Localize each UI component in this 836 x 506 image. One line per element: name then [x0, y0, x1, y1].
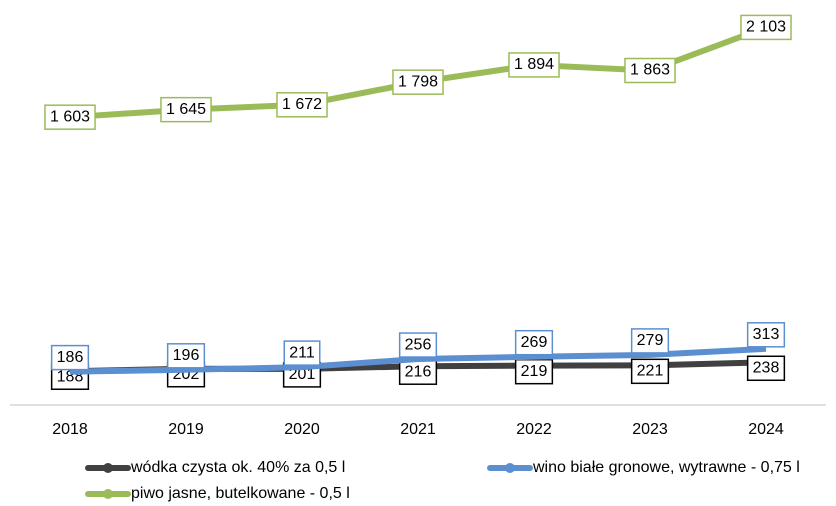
data-label-box — [44, 104, 96, 130]
data-label-box — [624, 57, 676, 84]
data-label: 256 — [398, 332, 438, 358]
legend-label: wino białe gronowe, wytrawne - 0,75 l — [532, 459, 800, 476]
data-label-box — [740, 14, 792, 41]
x-tick-label: 2023 — [632, 421, 668, 438]
data-label-text: 1 798 — [398, 73, 438, 90]
data-label-box — [514, 358, 554, 385]
legend-label: wódka czysta ok. 40% za 0,5 l — [130, 459, 345, 476]
data-label: 221 — [630, 358, 670, 385]
data-label: 1 798 — [392, 69, 444, 95]
data-label: 211 — [283, 340, 321, 366]
data-label-box — [746, 322, 786, 348]
data-label-text: 313 — [753, 326, 780, 343]
data-label-text: 1 672 — [282, 96, 322, 113]
data-label-text: 1 894 — [514, 56, 554, 73]
legend-marker — [505, 463, 515, 473]
data-label: 216 — [398, 359, 438, 385]
data-label: 279 — [630, 328, 670, 354]
data-label-box — [398, 332, 438, 358]
data-label-text: 219 — [521, 363, 548, 380]
data-label-text: 211 — [289, 344, 315, 361]
data-label-text: 256 — [405, 336, 432, 353]
x-tick-label: 2022 — [516, 421, 552, 438]
data-label-box — [283, 340, 321, 366]
data-label: 186 — [50, 344, 90, 371]
data-label-text: 196 — [173, 347, 200, 364]
data-label-text: 1 863 — [630, 62, 670, 79]
data-label-box — [398, 359, 438, 385]
data-label: 313 — [746, 322, 786, 348]
data-label-text: 1 645 — [166, 101, 206, 118]
data-label-box — [630, 328, 670, 354]
legend-marker — [103, 489, 113, 499]
data-label-box — [508, 52, 560, 78]
data-label-box — [630, 358, 670, 385]
data-label-box — [160, 96, 212, 123]
data-label: 1 894 — [508, 52, 560, 78]
data-label-box — [166, 343, 206, 369]
data-label-box — [746, 355, 786, 382]
data-label-text: 221 — [637, 363, 664, 380]
data-label-text: 216 — [405, 363, 432, 380]
data-label: 2 103 — [740, 14, 792, 41]
data-label-box — [392, 69, 444, 95]
data-label-box — [514, 329, 554, 356]
data-label-text: 186 — [57, 349, 84, 366]
legend-marker — [103, 463, 113, 473]
data-label: 1 863 — [624, 57, 676, 84]
legend-label: piwo jasne, butelkowane - 0,5 l — [131, 485, 350, 502]
data-label: 269 — [514, 329, 554, 356]
data-label: 1 672 — [276, 92, 328, 118]
x-tick-label: 2018 — [52, 421, 88, 438]
x-tick-label: 2020 — [284, 421, 320, 438]
data-label-text: 269 — [521, 334, 548, 351]
data-label-text: 201 — [289, 366, 316, 383]
x-tick-label: 2021 — [400, 421, 436, 438]
x-tick-label: 2024 — [748, 421, 784, 438]
x-tick-label: 2019 — [168, 421, 204, 438]
data-label-text: 1 603 — [50, 108, 90, 125]
data-label: 196 — [166, 343, 206, 369]
data-label-text: 279 — [637, 332, 664, 349]
data-label-box — [50, 344, 90, 371]
data-label: 219 — [514, 358, 554, 385]
data-label-text: 2 103 — [746, 19, 786, 36]
line-series — [69, 345, 767, 375]
data-label-text: 238 — [753, 359, 780, 376]
data-label: 1 603 — [44, 104, 96, 130]
data-label: 238 — [746, 355, 786, 382]
data-label-box — [276, 92, 328, 118]
data-label: 1 645 — [160, 96, 212, 123]
